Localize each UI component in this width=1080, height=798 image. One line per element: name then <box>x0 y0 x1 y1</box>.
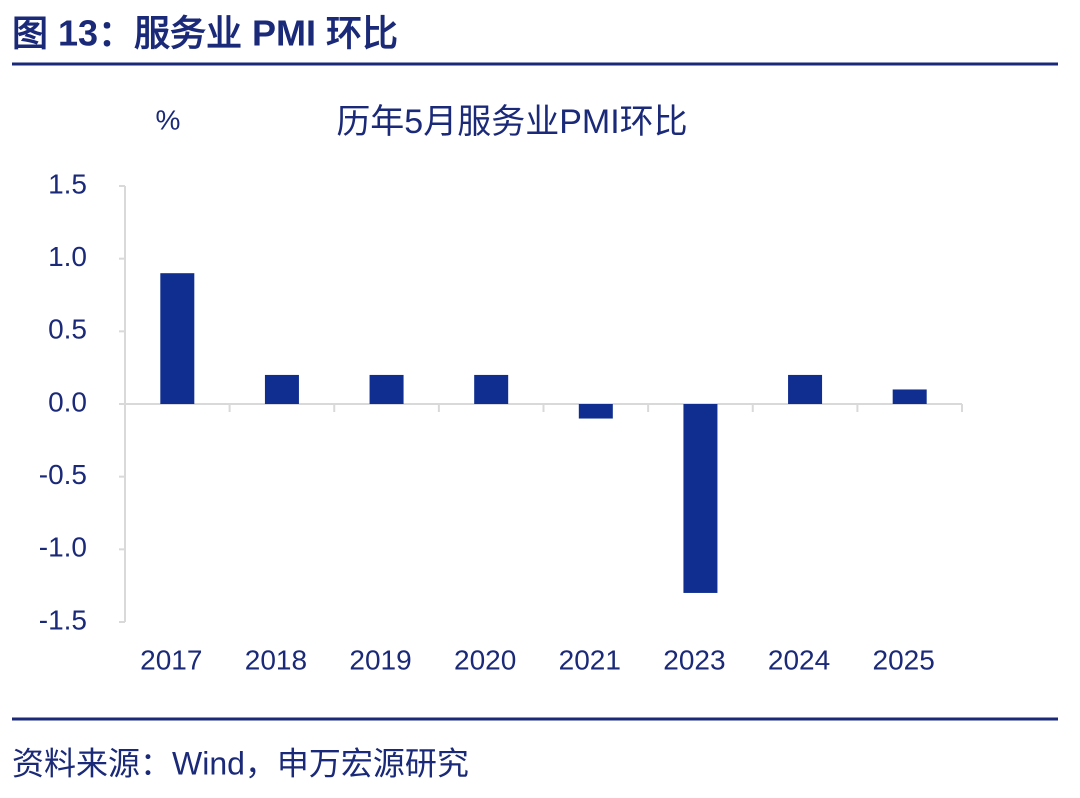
bar <box>578 404 613 419</box>
bar <box>788 374 823 404</box>
y-tick-label: -1.5 <box>39 604 87 635</box>
chart-title: 历年5月服务业PMI环比 <box>336 103 687 141</box>
x-tick-label: 2020 <box>454 644 516 675</box>
bar <box>264 374 299 404</box>
y-tick-label: -0.5 <box>39 459 87 490</box>
y-unit: % <box>156 104 181 135</box>
x-tick-label: 2017 <box>140 644 202 675</box>
y-tick-label: -1.0 <box>39 532 87 563</box>
y-tick-label: 1.0 <box>48 241 87 272</box>
source-note: 资料来源：Wind，申万宏源研究 <box>12 745 469 781</box>
x-tick-label: 2024 <box>768 644 830 675</box>
y-tick-label: 1.5 <box>48 168 87 199</box>
x-tick-label: 2019 <box>349 644 411 675</box>
bar <box>160 273 195 404</box>
x-tick-label: 2021 <box>559 644 621 675</box>
x-tick-label: 2025 <box>873 644 935 675</box>
bar <box>892 389 927 404</box>
bar <box>683 404 718 593</box>
x-tick-label: 2023 <box>663 644 725 675</box>
bar <box>474 374 509 404</box>
figure-title: 图 13：服务业 PMI 环比 <box>12 13 398 54</box>
y-tick-label: 0.5 <box>48 314 87 345</box>
y-tick-label: 0.0 <box>48 386 87 417</box>
bar <box>369 374 404 404</box>
x-tick-label: 2018 <box>245 644 307 675</box>
